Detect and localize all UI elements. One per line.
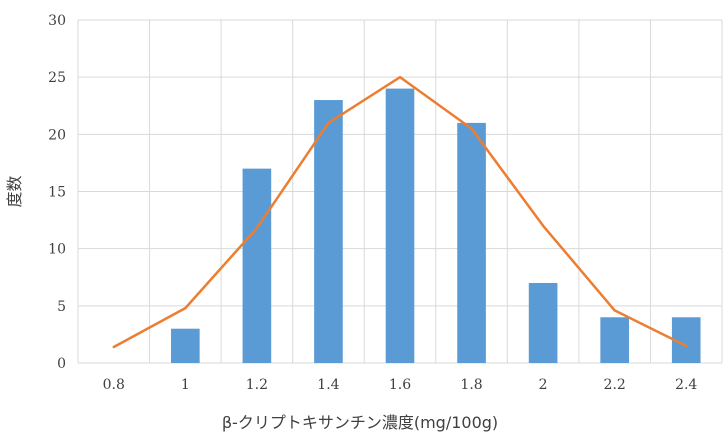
- x-tick-label: 2: [539, 377, 548, 393]
- x-tick-label: 0.8: [103, 377, 125, 393]
- x-tick-label: 1.6: [389, 377, 411, 393]
- bar: [242, 168, 272, 363]
- bar: [171, 328, 200, 363]
- x-tick-label: 1.2: [246, 377, 268, 393]
- bar-series: [171, 88, 701, 364]
- y-axis-title: 度数: [5, 175, 24, 207]
- bar: [457, 122, 486, 364]
- y-tick-label: 15: [48, 185, 66, 201]
- bar: [385, 88, 415, 363]
- x-tick-label: 2.4: [675, 377, 697, 393]
- y-tick-label: 25: [48, 70, 66, 86]
- x-tick-label: 1: [181, 377, 190, 393]
- x-tick-label: 1.4: [317, 377, 339, 393]
- bar: [600, 317, 629, 363]
- y-tick-label: 5: [57, 299, 66, 315]
- y-tick-label: 30: [48, 13, 66, 29]
- bar: [528, 282, 558, 363]
- bar: [314, 100, 343, 364]
- x-tick-label: 2.2: [604, 377, 626, 393]
- tick-labels: 0 5 10 15 20 25 30 0.8 1 1.2 1.4 1.6 1.8 2 2.2 2.4: [48, 13, 697, 393]
- x-tick-label: 1.8: [460, 377, 482, 393]
- x-axis-title: β-クリプトキサンチン濃度(mg/100g): [222, 413, 498, 432]
- y-tick-label: 20: [48, 127, 66, 143]
- line-series: [112, 75, 688, 349]
- distribution-line: [112, 75, 688, 349]
- y-tick-label: 10: [48, 242, 66, 258]
- y-tick-label: 0: [57, 356, 66, 372]
